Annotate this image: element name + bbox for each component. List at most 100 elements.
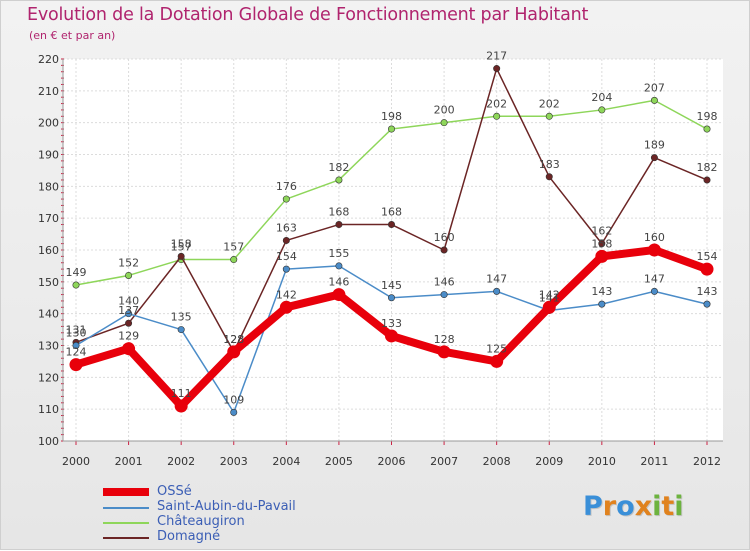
data-label-osse: 128 (223, 333, 244, 346)
data-point-saint-aubin-du-pavail (703, 300, 711, 308)
data-label-chateaugiron: 152 (118, 256, 139, 269)
legend-label-domagne: Domagné (157, 529, 221, 544)
y-tick-label: 140 (38, 308, 59, 321)
legend-label-chateaugiron: Châteaugiron (157, 514, 245, 529)
logo-letter: i (652, 491, 662, 522)
data-label-chateaugiron: 200 (434, 104, 455, 117)
data-point-chateaugiron (335, 176, 343, 184)
chart-subtitle: (en € et par an) (29, 29, 116, 42)
legend-swatch-osse (103, 488, 149, 496)
data-point-chateaugiron (387, 125, 395, 133)
data-label-chateaugiron: 149 (66, 266, 87, 279)
data-label-chateaugiron: 198 (697, 110, 718, 123)
data-point-osse (69, 358, 83, 372)
data-label-domagne: 162 (591, 225, 612, 238)
x-tick-label: 2005 (325, 455, 353, 468)
data-label-domagne: 168 (328, 206, 349, 219)
data-point-domagne (703, 176, 711, 184)
data-label-domagne: 182 (697, 161, 718, 174)
data-label-saint-aubin-du-pavail: 143 (697, 285, 718, 298)
data-label-osse: 133 (381, 317, 402, 330)
data-label-osse: 142 (539, 288, 560, 301)
data-point-domagne (177, 252, 185, 260)
x-tick-label: 2007 (430, 455, 458, 468)
x-tick-label: 2003 (220, 455, 248, 468)
logo-letter: P (583, 491, 603, 522)
data-point-domagne (598, 240, 606, 248)
data-point-domagne (493, 65, 501, 73)
data-label-saint-aubin-du-pavail: 147 (644, 272, 665, 285)
data-point-osse (279, 300, 293, 314)
y-tick-label: 100 (38, 435, 59, 448)
data-label-osse: 146 (328, 276, 349, 289)
data-label-osse: 158 (591, 237, 612, 250)
data-point-saint-aubin-du-pavail (650, 287, 658, 295)
x-tick-label: 2006 (378, 455, 406, 468)
data-point-chateaugiron (598, 106, 606, 114)
data-label-saint-aubin-du-pavail: 147 (486, 272, 507, 285)
data-label-saint-aubin-du-pavail: 146 (434, 276, 455, 289)
data-point-chateaugiron (650, 96, 658, 104)
data-point-osse (437, 345, 451, 359)
data-label-osse: 160 (644, 231, 665, 244)
data-point-osse (332, 288, 346, 302)
data-label-osse: 128 (434, 333, 455, 346)
x-tick-label: 2012 (693, 455, 721, 468)
data-label-domagne: 137 (118, 304, 139, 317)
data-label-chateaugiron: 182 (328, 161, 349, 174)
x-tick-label: 2002 (167, 455, 195, 468)
legend-swatch-domagne (103, 537, 149, 539)
y-tick-label: 220 (38, 53, 59, 66)
x-tick-label: 2001 (115, 455, 143, 468)
data-point-chateaugiron (230, 256, 238, 264)
logo-letter: t (661, 491, 675, 522)
data-point-chateaugiron (282, 195, 290, 203)
data-label-domagne: 128 (223, 333, 244, 346)
data-label-chateaugiron: 157 (171, 241, 192, 254)
data-point-osse (595, 249, 609, 263)
data-label-saint-aubin-du-pavail: 154 (276, 250, 297, 263)
data-label-chateaugiron: 157 (223, 241, 244, 254)
data-label-domagne: 158 (171, 237, 192, 250)
y-tick-label: 110 (38, 403, 59, 416)
data-label-domagne: 189 (644, 139, 665, 152)
data-label-chateaugiron: 176 (276, 180, 297, 193)
data-point-domagne (125, 319, 133, 327)
data-label-saint-aubin-du-pavail: 109 (223, 393, 244, 406)
data-label-chateaugiron: 198 (381, 110, 402, 123)
data-point-osse (542, 300, 556, 314)
data-point-osse (227, 345, 241, 359)
y-tick-label: 180 (38, 180, 59, 193)
data-point-osse (122, 342, 136, 356)
data-label-chateaugiron: 202 (486, 97, 507, 110)
logo-letter: r (602, 491, 617, 522)
data-point-domagne (387, 221, 395, 229)
data-point-osse (490, 354, 504, 368)
data-point-domagne (545, 173, 553, 181)
data-label-chateaugiron: 204 (591, 91, 612, 104)
legend-swatch-saint-aubin (103, 507, 149, 509)
data-point-saint-aubin-du-pavail (125, 310, 133, 318)
data-label-domagne: 168 (381, 206, 402, 219)
data-label-chateaugiron: 207 (644, 81, 665, 94)
data-label-domagne: 183 (539, 158, 560, 171)
y-tick-label: 150 (38, 276, 59, 289)
data-point-chateaugiron (703, 125, 711, 133)
data-label-osse: 129 (118, 330, 139, 343)
x-tick-label: 2011 (640, 455, 668, 468)
data-point-domagne (335, 221, 343, 229)
data-point-saint-aubin-du-pavail (230, 408, 238, 416)
data-point-domagne (650, 154, 658, 162)
data-label-domagne: 160 (434, 231, 455, 244)
data-point-domagne (440, 246, 448, 254)
x-tick-label: 2008 (483, 455, 511, 468)
x-tick-label: 2004 (272, 455, 300, 468)
data-label-osse: 125 (486, 342, 507, 355)
data-label-saint-aubin-du-pavail: 143 (591, 285, 612, 298)
data-label-osse: 111 (171, 387, 192, 400)
data-point-osse (385, 329, 398, 343)
data-label-osse: 142 (276, 288, 297, 301)
data-point-osse (700, 262, 714, 276)
